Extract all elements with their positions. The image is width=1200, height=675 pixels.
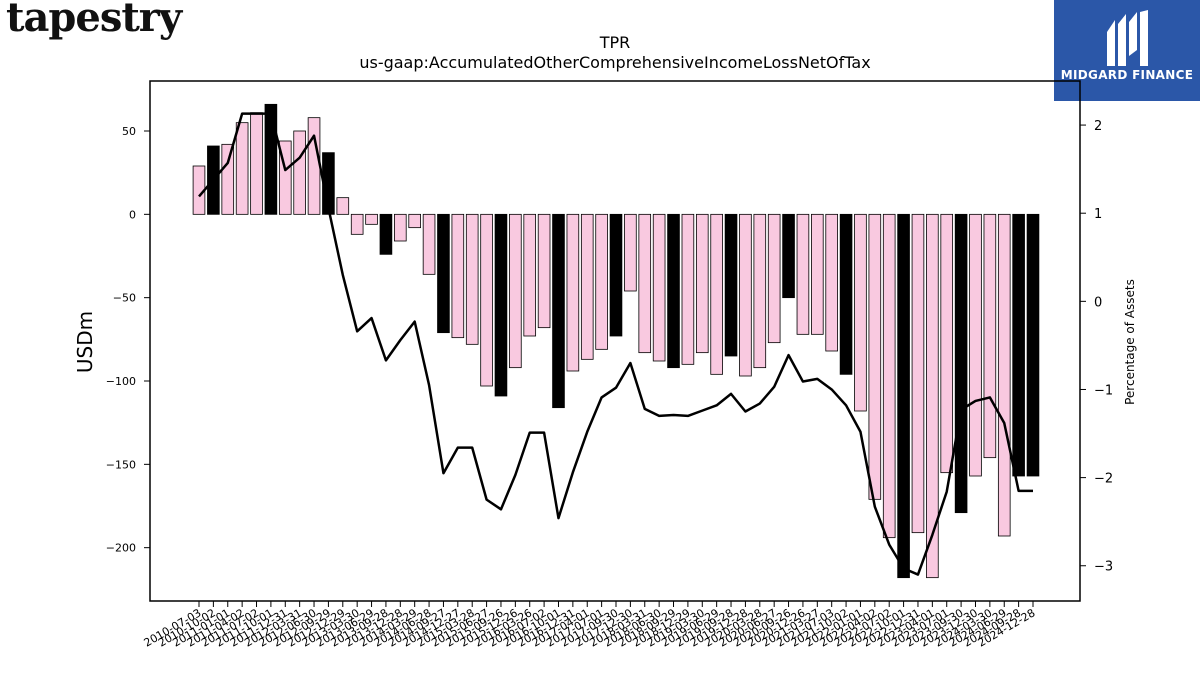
bar — [724, 213, 738, 357]
bar — [926, 213, 939, 579]
partner-logo: MIDGARD FINANCE — [1054, 0, 1200, 101]
bar — [710, 213, 723, 375]
bar — [336, 197, 350, 215]
bar — [566, 213, 580, 372]
bar — [854, 213, 867, 412]
y-tick-label: −50 — [113, 292, 136, 305]
bar — [911, 213, 925, 534]
bar — [609, 213, 623, 337]
bar — [954, 213, 968, 514]
bar — [1012, 213, 1025, 477]
bar — [1026, 213, 1040, 477]
bar — [983, 213, 997, 459]
bar — [868, 213, 882, 500]
bar — [997, 213, 1011, 537]
bar — [767, 213, 781, 344]
chart-title: TPR — [599, 33, 631, 52]
bar — [667, 213, 680, 369]
pct-line — [198, 112, 1033, 576]
bar — [695, 213, 709, 354]
bar — [739, 213, 752, 377]
bar — [494, 213, 508, 397]
bar — [293, 130, 306, 215]
y-tick-label: −100 — [106, 375, 136, 388]
bar — [365, 213, 378, 225]
y-axis-label: USDm — [73, 311, 97, 373]
y2-tick-label: −1 — [1094, 383, 1113, 398]
bar — [580, 213, 594, 360]
plot-frame — [149, 80, 1081, 602]
midgard-logo-icon — [1107, 10, 1148, 66]
partner-name: MIDGARD FINANCE — [1060, 68, 1194, 82]
bar — [652, 213, 666, 362]
bar — [394, 213, 407, 242]
y-tick-label: 50 — [122, 125, 136, 138]
bar — [221, 143, 235, 215]
bar — [422, 213, 436, 275]
bar — [278, 140, 292, 215]
brand-wordmark: tapestry — [6, 0, 182, 41]
y-tick-label: −200 — [106, 542, 136, 555]
bar — [882, 213, 896, 539]
chart-subtitle: us-gaap:AccumulatedOtherComprehensiveInc… — [359, 53, 870, 72]
bar — [839, 213, 853, 375]
bar — [350, 213, 364, 235]
y-axis-ticks: 50 0 −50 −100 −150 −200 — [106, 125, 150, 555]
bar — [624, 213, 637, 292]
bar — [638, 213, 652, 354]
y2-tick-label: 1 — [1094, 207, 1102, 222]
bar-series — [192, 103, 1040, 579]
bar — [897, 213, 910, 579]
bar — [552, 213, 565, 409]
bar — [595, 213, 608, 350]
bar — [753, 213, 767, 369]
bar — [796, 213, 810, 335]
bar — [969, 213, 982, 477]
bar — [782, 213, 795, 299]
bar — [451, 213, 465, 339]
bar — [940, 213, 954, 474]
bar — [307, 117, 321, 215]
y2-tick-label: −3 — [1094, 560, 1113, 575]
x-axis-ticks: 2010-07-032010-10-022011-01-012011-04-02… — [142, 601, 1038, 650]
bar — [465, 213, 479, 345]
y-tick-label: −150 — [106, 458, 136, 471]
y2-axis-ticks: 2 1 0 −1 −2 −3 — [1080, 119, 1113, 575]
bar — [379, 213, 393, 255]
y2-tick-label: 2 — [1094, 119, 1102, 134]
pct-line-series — [198, 112, 1033, 576]
bar — [250, 112, 263, 215]
bar — [811, 213, 824, 335]
bar — [235, 122, 249, 215]
bar — [264, 103, 278, 215]
bar — [480, 213, 493, 387]
y-tick-label: 0 — [129, 208, 136, 221]
y2-axis-label: Percentage of Assets — [1123, 279, 1137, 405]
bar — [408, 213, 421, 229]
y2-tick-label: 0 — [1094, 295, 1102, 310]
bar — [523, 213, 537, 337]
bar — [537, 213, 551, 329]
bar — [825, 213, 838, 352]
y2-tick-label: −2 — [1094, 472, 1113, 487]
bar — [509, 213, 522, 369]
bar — [437, 213, 450, 334]
bar — [681, 213, 695, 365]
